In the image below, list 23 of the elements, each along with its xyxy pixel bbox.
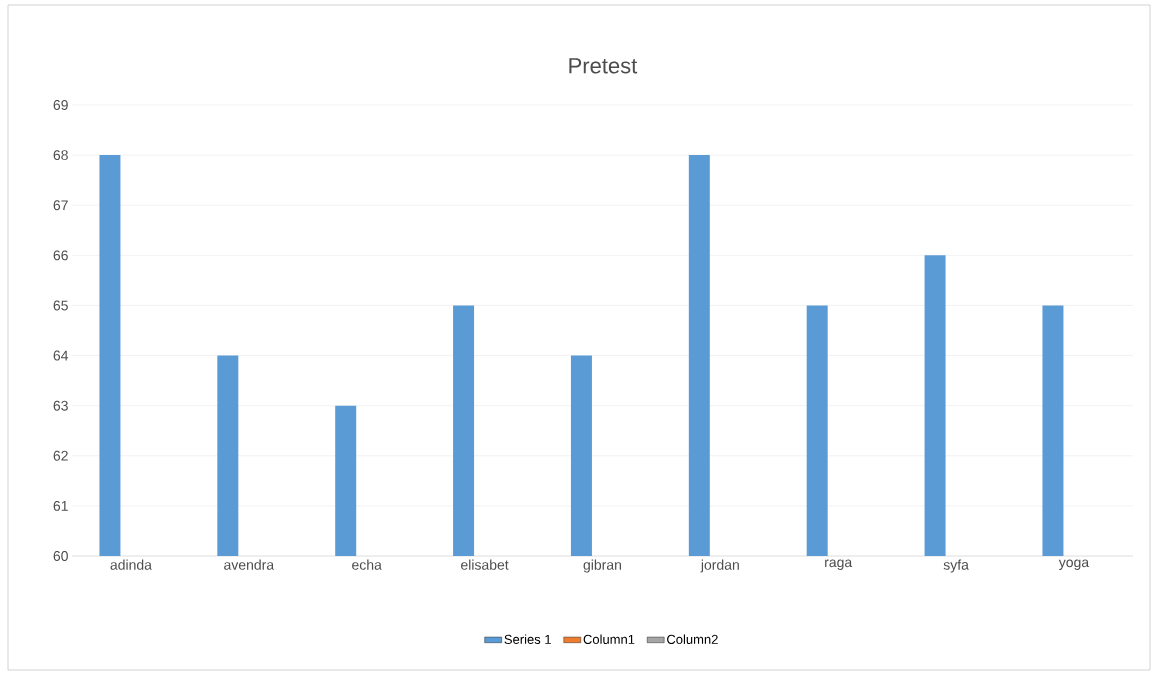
x-tick-label: elisabet: [461, 559, 509, 570]
y-tick-label: 64: [53, 350, 69, 361]
chart-title: Pretest: [569, 58, 638, 74]
y-tick-label: 62: [53, 450, 68, 461]
legend-label: Column1: [583, 634, 635, 644]
y-tick-label: 61: [53, 500, 68, 511]
legend-label: Series 1: [504, 634, 551, 644]
y-tick-label: 65: [53, 300, 68, 311]
x-tick-label: jordan: [700, 559, 739, 573]
y-tick-label: 68: [53, 150, 68, 161]
x-tick-label: avendra: [224, 559, 275, 570]
x-tick-label: syfa: [943, 559, 969, 573]
x-tick-label: echa: [352, 559, 382, 570]
x-tick-label: raga: [825, 559, 853, 570]
y-tick-label: 66: [53, 250, 68, 261]
y-tick-label: 69: [53, 100, 68, 110]
y-tick-label: 63: [53, 400, 68, 411]
x-tick-label: yoga: [1058, 559, 1090, 570]
legend-label: Column2: [667, 634, 718, 644]
x-tick-label: gibran: [583, 559, 621, 573]
y-tick-label: 67: [53, 200, 68, 211]
x-tick-label: adinda: [110, 559, 152, 570]
y-tick-label: 60: [53, 551, 68, 561]
